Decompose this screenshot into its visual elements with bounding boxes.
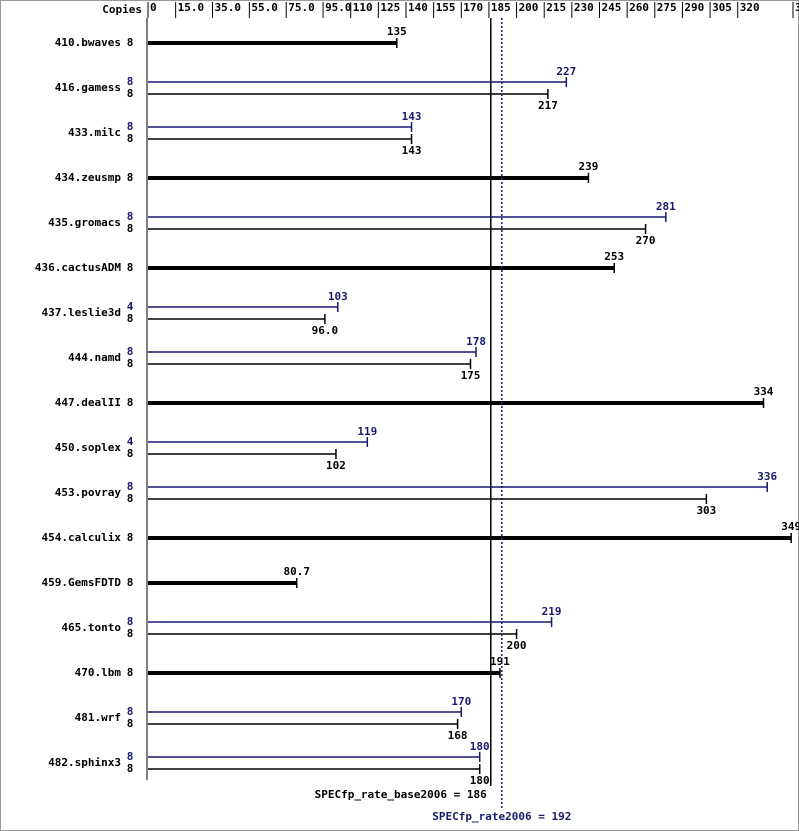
reference-label: SPECfp_rate2006 = 192 [432, 810, 571, 823]
value-label: 143 [402, 144, 422, 157]
value-label: 178 [466, 335, 486, 348]
copies-label: 8 [127, 480, 134, 493]
copies-label: 8 [127, 210, 134, 223]
x-tick-label: 125 [380, 1, 400, 14]
value-label: 168 [448, 729, 468, 742]
category-label: 481.wrf [75, 711, 121, 724]
copies-label: 8 [127, 615, 134, 628]
x-tick-label: 155 [436, 1, 456, 14]
x-tick-label: 95.0 [325, 1, 352, 14]
x-tick-label: 200 [519, 1, 539, 14]
copies-label: 8 [127, 396, 134, 409]
x-tick-label: 290 [684, 1, 704, 14]
copies-label: 8 [127, 627, 134, 640]
copies-label: 8 [127, 492, 134, 505]
copies-label: 8 [127, 222, 134, 235]
category-label: 437.leslie3d [42, 306, 121, 319]
category-label: 459.GemsFDTD [42, 576, 122, 589]
value-label: 103 [328, 290, 348, 303]
value-label: 135 [387, 25, 407, 38]
copies-label: 8 [127, 75, 134, 88]
x-tick-label: 350 [795, 1, 799, 14]
value-label: 270 [636, 234, 656, 247]
value-label: 253 [604, 250, 624, 263]
value-label: 96.0 [312, 324, 339, 337]
value-label: 191 [490, 655, 510, 668]
x-tick-label: 75.0 [288, 1, 315, 14]
category-label: 447.dealII [55, 396, 121, 409]
value-label: 102 [326, 459, 346, 472]
value-label: 227 [556, 65, 576, 78]
x-tick-label: 245 [602, 1, 622, 14]
copies-label: 8 [127, 705, 134, 718]
x-tick-label: 260 [629, 1, 649, 14]
x-tick-label: 230 [574, 1, 594, 14]
value-label: 336 [757, 470, 777, 483]
copies-label: 8 [127, 666, 134, 679]
category-label: 435.gromacs [48, 216, 121, 229]
reference-label: SPECfp_rate_base2006 = 186 [315, 788, 488, 801]
value-label: 80.7 [283, 565, 310, 578]
category-label: 444.namd [68, 351, 121, 364]
category-label: 450.soplex [55, 441, 122, 454]
category-label: 454.calculix [42, 531, 122, 544]
value-label: 219 [542, 605, 562, 618]
value-label: 175 [461, 369, 481, 382]
copies-label: 8 [127, 120, 134, 133]
copies-label: 8 [127, 750, 134, 763]
copies-label: 8 [127, 531, 134, 544]
value-label: 239 [579, 160, 599, 173]
value-label: 119 [357, 425, 377, 438]
x-tick-label: 15.0 [178, 1, 205, 14]
copies-header: Copies [102, 3, 142, 16]
copies-label: 8 [127, 312, 134, 325]
copies-label: 8 [127, 357, 134, 370]
copies-label: 8 [127, 576, 134, 589]
value-label: 281 [656, 200, 676, 213]
x-tick-label: 170 [463, 1, 483, 14]
copies-label: 8 [127, 261, 134, 274]
copies-label: 8 [127, 717, 134, 730]
copies-label: 4 [127, 300, 134, 313]
copies-label: 8 [127, 762, 134, 775]
x-tick-label: 140 [408, 1, 428, 14]
x-tick-label: 0 [150, 1, 157, 14]
category-label: 453.povray [55, 486, 122, 499]
copies-label: 8 [127, 87, 134, 100]
value-label: 217 [538, 99, 558, 112]
value-label: 180 [470, 740, 490, 753]
x-tick-label: 110 [353, 1, 373, 14]
category-label: 410.bwaves [55, 36, 121, 49]
category-label: 436.cactusADM [35, 261, 121, 274]
copies-label: 8 [127, 171, 134, 184]
copies-label: 8 [127, 36, 134, 49]
copies-label: 8 [127, 447, 134, 460]
x-tick-label: 320 [740, 1, 760, 14]
value-label: 170 [451, 695, 471, 708]
category-label: 465.tonto [61, 621, 121, 634]
category-label: 416.gamess [55, 81, 121, 94]
value-label: 180 [470, 774, 490, 787]
x-tick-label: 55.0 [251, 1, 278, 14]
copies-label: 8 [127, 345, 134, 358]
value-label: 349 [781, 520, 799, 533]
x-tick-label: 215 [546, 1, 566, 14]
copies-label: 8 [127, 132, 134, 145]
category-label: 482.sphinx3 [48, 756, 121, 769]
category-label: 434.zeusmp [55, 171, 122, 184]
x-tick-label: 275 [657, 1, 677, 14]
x-tick-label: 305 [712, 1, 732, 14]
value-label: 303 [696, 504, 716, 517]
x-tick-label: 185 [491, 1, 511, 14]
x-tick-label: 35.0 [215, 1, 242, 14]
copies-label: 4 [127, 435, 134, 448]
category-label: 433.milc [68, 126, 121, 139]
value-label: 143 [402, 110, 422, 123]
value-label: 334 [754, 385, 774, 398]
category-label: 470.lbm [75, 666, 122, 679]
value-label: 200 [507, 639, 527, 652]
